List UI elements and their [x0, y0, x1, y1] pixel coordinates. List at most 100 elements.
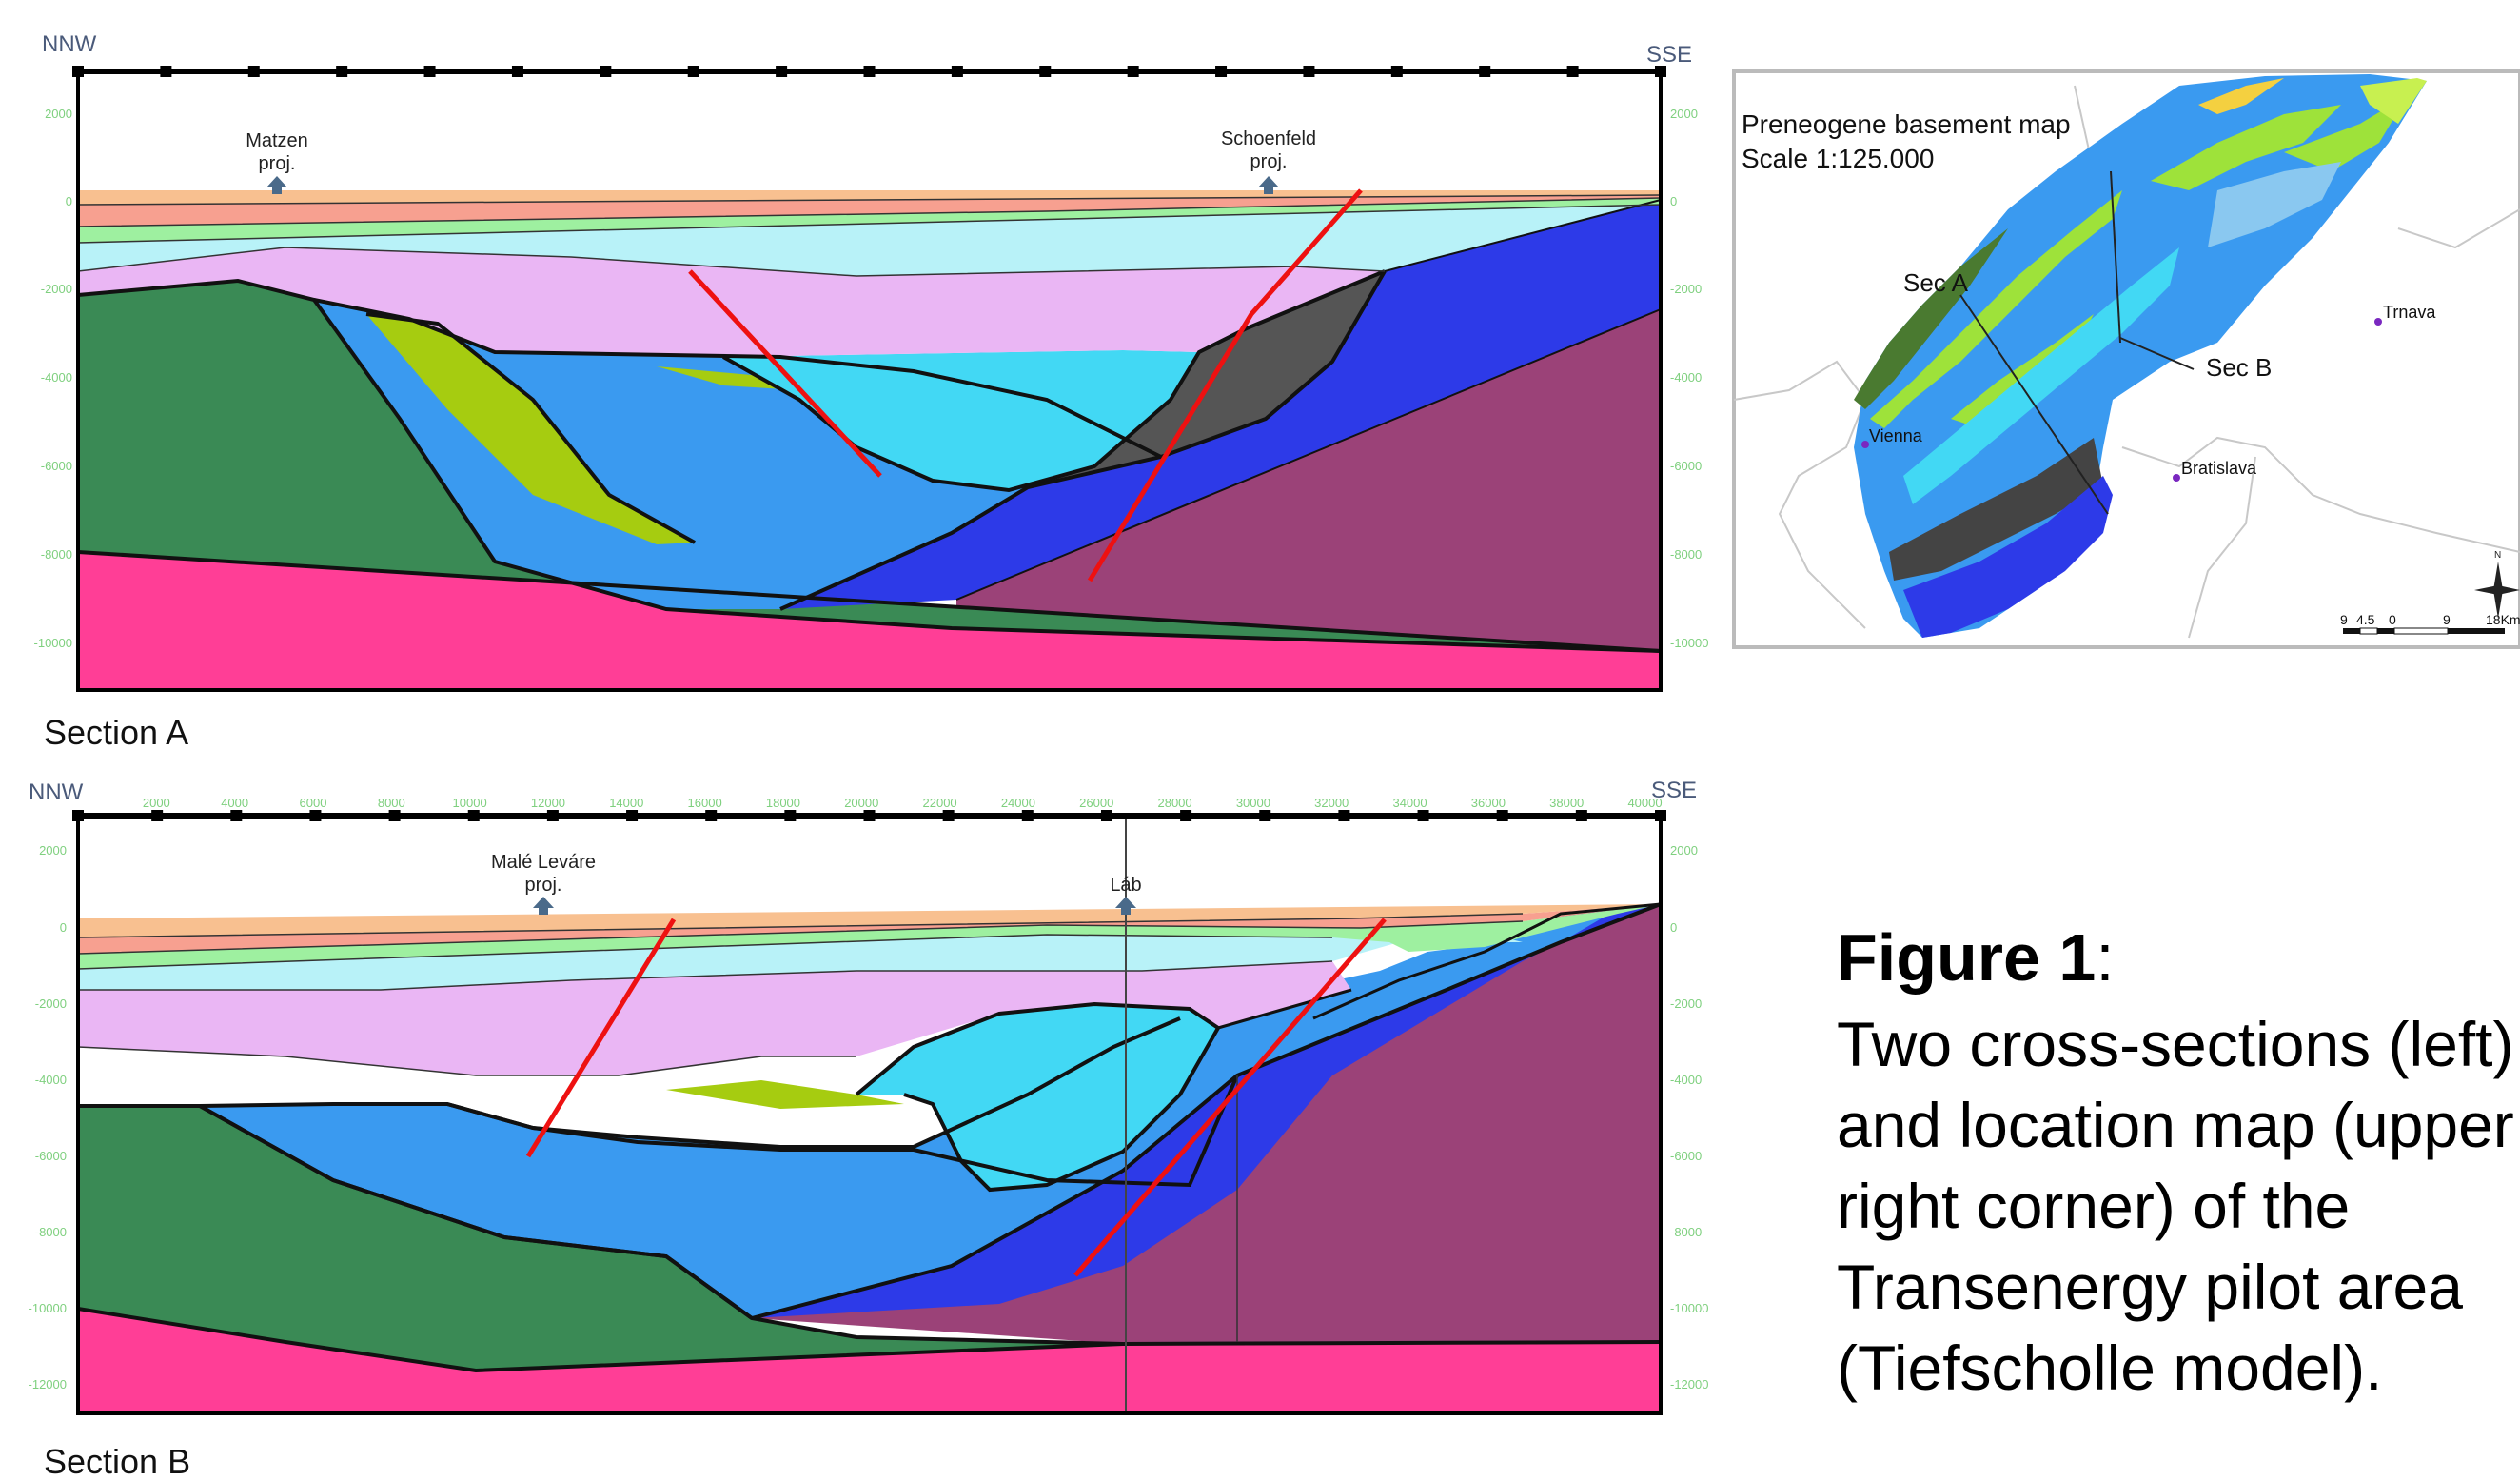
axis-tick-mark [1180, 810, 1192, 821]
section-a-fault-2 [1087, 188, 1363, 582]
map-scale-tick: 0 [2389, 612, 2396, 627]
caption-line: right corner) of the [1837, 1171, 2350, 1241]
caption-line: (Tiefscholle model). [1837, 1332, 2382, 1403]
section-a-layer-darkgrey [1028, 271, 1385, 487]
section-a-layer-green [78, 281, 1661, 651]
section-a-depth-label: -6000 [41, 459, 72, 473]
section-a-proj-1-arrow [266, 176, 287, 194]
section-b-depth-label: -8000 [35, 1225, 67, 1239]
section-a-depth-label: -2000 [1670, 282, 1702, 296]
section-a-caption: Section A [44, 713, 188, 752]
axis-tick-mark [72, 66, 84, 77]
section-a-proj-1-name: Matzen [246, 130, 308, 151]
axis-tick-mark [309, 810, 322, 821]
section-a-layer-yellowgreen-small [657, 366, 799, 390]
map-city-2: Bratislava [2181, 459, 2257, 478]
section-a-layer-lightcyan [78, 200, 1661, 276]
figure-caption: Figure 1: Two cross-sections (left) and … [1837, 920, 2514, 1403]
section-b-depth-label: -12000 [29, 1377, 67, 1391]
section-b-distance-label: 40000 [1627, 796, 1662, 810]
axis-tick-mark [160, 66, 172, 77]
section-b-distance-label: 20000 [844, 796, 878, 810]
section-a-depth-label: 2000 [45, 107, 72, 121]
axis-tick-mark [687, 66, 699, 77]
axis-tick-mark [151, 810, 164, 821]
section-b-layer-cyan [856, 1004, 1218, 1190]
section-b-depth-label: 0 [1670, 920, 1677, 935]
section-b-depth-label: -4000 [35, 1073, 67, 1087]
section-b-well-name: Láb [1110, 875, 1141, 896]
location-map: Preneogene basement map Scale 1:125.000 … [1732, 69, 2520, 649]
section-b-distance-label: 4000 [221, 796, 248, 810]
map-sec-a-line [1959, 294, 2109, 515]
axis-tick-mark [1479, 66, 1491, 77]
axis-tick-mark [863, 66, 876, 77]
map-sec-b-line [2110, 170, 2121, 344]
section-a-depth-label: -4000 [41, 370, 72, 385]
section-a-depth-label: 0 [1670, 194, 1677, 208]
map-city-3-dot [2374, 318, 2382, 326]
section-a-depth-labels-right: 2000 0 -2000 -4000 -6000 -8000 -10000 [1670, 107, 1708, 650]
section-a-depth-label: -4000 [1670, 370, 1702, 385]
section-b-depth-label: -4000 [1670, 1073, 1702, 1087]
section-b-distance-label: 10000 [453, 796, 487, 810]
section-a-fault-1 [688, 269, 882, 478]
section-b-depth-label: -8000 [1670, 1225, 1702, 1239]
section-b-distance-label: 6000 [300, 796, 327, 810]
section-a-depth-label: -10000 [1670, 636, 1708, 650]
map-sec-b-label: Sec B [2206, 353, 2272, 382]
section-b-layer-blue-main [752, 904, 1661, 1318]
axis-tick-mark [1100, 810, 1112, 821]
section-b-distance-label: 36000 [1471, 796, 1506, 810]
section-a: Matzen proj. Schoenfeld proj. NNW SSE 20… [34, 31, 1709, 752]
caption-line: Two cross-sections (left) [1837, 1009, 2514, 1079]
map-city-2-dot [2173, 474, 2180, 482]
axis-tick-mark [1338, 810, 1350, 821]
section-b-distance-label: 16000 [688, 796, 722, 810]
map-north-label: N [2494, 550, 2501, 561]
section-b-depth-labels-right: 2000 0 -2000 -4000 -6000 -8000 -10000 -1… [1670, 843, 1708, 1391]
section-b-proj-1-sub: proj. [525, 875, 562, 896]
section-b-proj-1-arrow [533, 897, 554, 915]
map-scale-tick: 4.5 [2356, 612, 2375, 627]
section-b-distance-label: 24000 [1001, 796, 1035, 810]
axis-tick-mark [1417, 810, 1429, 821]
section-a-dir-right: SSE [1646, 42, 1692, 68]
map-scale: Scale 1:125.000 [1742, 144, 1934, 173]
axis-tick-mark [942, 810, 955, 821]
map-layer-lightblue [2208, 162, 2341, 247]
section-a-proj-2-sub: proj. [1250, 151, 1288, 172]
section-a-depth-labels-left: 2000 0 -2000 -4000 -6000 -8000 -10000 [34, 107, 72, 650]
map-scale-tick: 9 [2443, 612, 2451, 627]
section-a-layer-lightgreen [78, 198, 1661, 243]
section-a-depth-label: -8000 [1670, 547, 1702, 562]
map-layer-lightgreen [1870, 190, 2122, 428]
section-a-proj-1-sub: proj. [259, 153, 296, 174]
section-a-depth-label: 2000 [1670, 107, 1698, 121]
map-layer-cyan [1903, 247, 2179, 504]
map-layer-darkgrey [1889, 438, 2103, 581]
axis-tick-mark [467, 810, 480, 821]
map-layer-lightgreen-2 [2151, 105, 2341, 190]
map-north-arrow-icon: N [2474, 550, 2520, 619]
section-a-layer-lilac [78, 247, 1385, 357]
section-b: Malé Leváre proj. Láb NNW SSE 2000 4000 60… [29, 778, 1709, 1480]
map-layer-lightgreen-4 [1951, 314, 2094, 428]
section-b-layer-lightgreen [78, 904, 1661, 969]
section-b-distance-label: 8000 [378, 796, 405, 810]
section-b-top-ticks [72, 810, 1666, 821]
axis-tick-mark [951, 66, 963, 77]
map-scale-tick: 18Km [2486, 612, 2520, 627]
figure-heading-colon: : [2096, 920, 2114, 995]
section-a-depth-label: -10000 [34, 636, 72, 650]
section-b-distance-label: 32000 [1314, 796, 1349, 810]
axis-tick-mark [1655, 66, 1666, 77]
axis-tick-mark [784, 810, 797, 821]
figure-heading-bold: Figure 1 [1837, 920, 2096, 995]
map-layer-darkgreen [1854, 228, 2008, 409]
section-b-dir-right: SSE [1651, 778, 1697, 803]
axis-tick-mark [72, 810, 84, 821]
axis-tick-mark [1390, 66, 1403, 77]
section-b-layer-magenta [78, 1309, 1661, 1413]
